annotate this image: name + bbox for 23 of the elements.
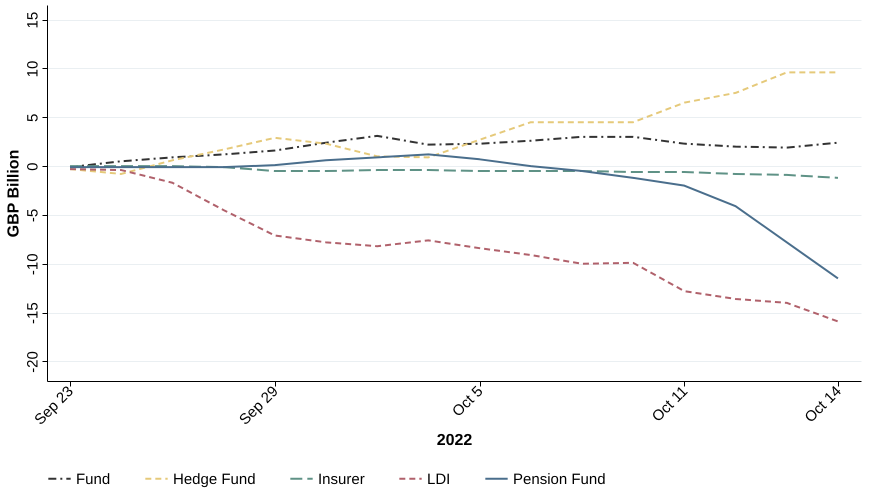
y-tick-label: -5	[24, 208, 42, 222]
y-tick-label: 0	[24, 162, 42, 171]
legend-label: LDI	[427, 470, 450, 488]
x-tick-label: Oct 5	[449, 382, 486, 420]
line-series	[69, 165, 839, 179]
x-tick-label: Oct 14	[802, 382, 845, 426]
y-tick-label: -15	[24, 302, 42, 324]
y-tick-label: 5	[24, 114, 42, 122]
y-axis-title: GBP Billion	[6, 150, 22, 238]
x-tick-label: Oct 11	[648, 382, 692, 426]
legend-label: Insurer	[318, 470, 365, 488]
line-series	[69, 153, 839, 280]
y-tick-label: 15	[24, 12, 42, 28]
legend-label: Hedge Fund	[173, 470, 256, 488]
y-tick-label: -20	[24, 351, 42, 373]
x-tick-label: Sep 29	[236, 382, 282, 428]
y-tick-label: -10	[24, 253, 42, 276]
x-tick-label: Sep 23	[31, 382, 77, 428]
legend-label: Fund	[76, 470, 110, 488]
legend-label: Pension Fund	[513, 470, 606, 488]
y-tick-label: 10	[24, 60, 42, 78]
line-series	[69, 168, 839, 322]
x-axis-title: 2022	[436, 432, 472, 449]
